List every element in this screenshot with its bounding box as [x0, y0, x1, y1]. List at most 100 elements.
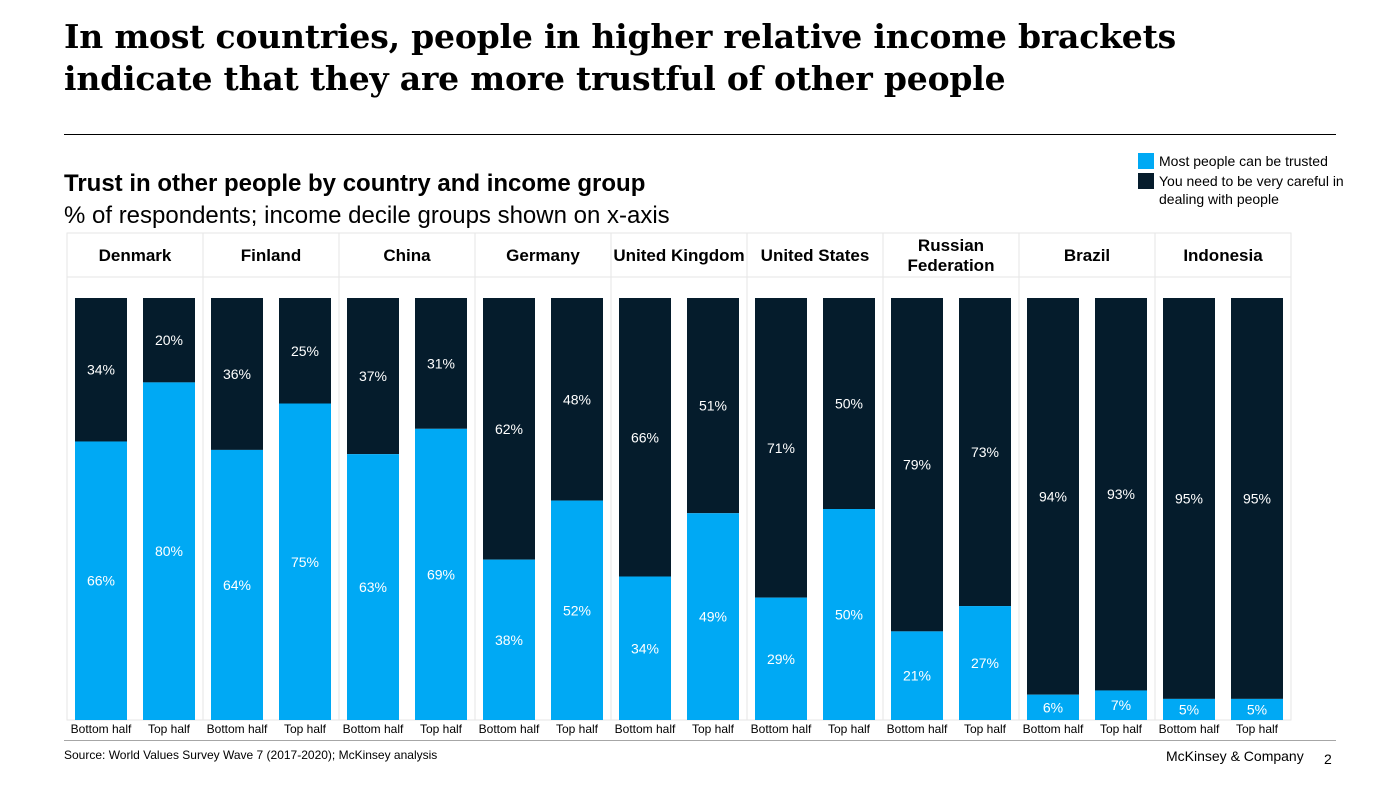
bar-trusted-united-states-top-half [823, 509, 875, 720]
tick-label-indonesia-bottom-half: Bottom half [1159, 722, 1220, 736]
legend: Most people can be trusted You need to b… [1138, 152, 1348, 210]
tick-label-germany-bottom-half: Bottom half [479, 722, 540, 736]
bar-trusted-indonesia-top-half [1231, 698, 1283, 720]
label-trusted-russian-federation-bottom-half: 21% [903, 668, 931, 684]
bar-trusted-germany-top-half [551, 500, 603, 720]
tick-label-indonesia-top-half: Top half [1236, 722, 1279, 736]
tick-label-finland-bottom-half: Bottom half [207, 722, 268, 736]
bar-trusted-china-top-half [415, 428, 467, 720]
bar-careful-germany-bottom-half [483, 298, 535, 560]
label-careful-china-bottom-half: 37% [359, 368, 387, 384]
label-careful-brazil-bottom-half: 94% [1039, 488, 1067, 504]
tick-label-finland-top-half: Top half [284, 722, 327, 736]
bar-trusted-denmark-bottom-half [75, 441, 127, 720]
label-trusted-united-kingdom-bottom-half: 34% [631, 640, 659, 656]
bar-careful-united-states-bottom-half [755, 298, 807, 598]
bar-trusted-russian-federation-top-half [959, 606, 1011, 720]
group-label-germany: Germany [506, 246, 580, 265]
label-careful-finland-bottom-half: 36% [223, 366, 251, 382]
bar-careful-brazil-bottom-half [1027, 298, 1079, 695]
tick-label-china-top-half: Top half [420, 722, 463, 736]
tick-label-germany-top-half: Top half [556, 722, 599, 736]
label-careful-germany-top-half: 48% [563, 391, 591, 407]
page-number: 2 [1324, 751, 1332, 767]
bar-careful-russian-federation-top-half [959, 298, 1011, 607]
label-trusted-brazil-top-half: 7% [1111, 697, 1131, 713]
bar-trusted-russian-federation-bottom-half [891, 631, 943, 720]
label-careful-united-kingdom-top-half: 51% [699, 398, 727, 414]
label-careful-russian-federation-top-half: 73% [971, 444, 999, 460]
group-label-united-kingdom: United Kingdom [613, 246, 744, 265]
bar-careful-denmark-top-half [143, 298, 195, 383]
legend-swatch-trusted [1138, 153, 1154, 169]
label-trusted-germany-bottom-half: 38% [495, 632, 523, 648]
bar-trusted-united-states-bottom-half [755, 597, 807, 720]
label-trusted-united-kingdom-top-half: 49% [699, 609, 727, 625]
label-careful-china-top-half: 31% [427, 355, 455, 371]
bar-careful-united-kingdom-top-half [687, 298, 739, 514]
bar-trusted-finland-top-half [279, 403, 331, 720]
legend-item-careful: You need to be very careful in dealing w… [1138, 172, 1348, 208]
label-trusted-indonesia-top-half: 5% [1247, 701, 1267, 717]
legend-swatch-careful [1138, 173, 1154, 189]
label-trusted-finland-top-half: 75% [291, 554, 319, 570]
tick-label-brazil-bottom-half: Bottom half [1023, 722, 1084, 736]
label-careful-russian-federation-bottom-half: 79% [903, 457, 931, 473]
bar-careful-denmark-bottom-half [75, 298, 127, 442]
group-label-russian-federation-line1: Russian [918, 236, 984, 255]
label-trusted-china-top-half: 69% [427, 566, 455, 582]
bar-careful-china-top-half [415, 298, 467, 429]
tick-label-united-states-top-half: Top half [828, 722, 871, 736]
group-label-brazil: Brazil [1064, 246, 1110, 265]
legend-item-trusted: Most people can be trusted [1138, 152, 1348, 170]
bar-trusted-finland-bottom-half [211, 449, 263, 720]
source-note: Source: World Values Survey Wave 7 (2017… [64, 748, 438, 762]
tick-label-united-states-bottom-half: Bottom half [751, 722, 812, 736]
group-label-china: China [383, 246, 431, 265]
bar-trusted-united-kingdom-bottom-half [619, 576, 671, 720]
bar-trusted-china-bottom-half [347, 454, 399, 720]
tick-label-brazil-top-half: Top half [1100, 722, 1143, 736]
bar-careful-brazil-top-half [1095, 298, 1147, 691]
bar-careful-china-bottom-half [347, 298, 399, 455]
bar-careful-indonesia-top-half [1231, 298, 1283, 699]
headline: In most countries, people in higher rela… [64, 17, 1177, 98]
label-trusted-brazil-bottom-half: 6% [1043, 699, 1063, 715]
label-careful-germany-bottom-half: 62% [495, 421, 523, 437]
label-trusted-denmark-bottom-half: 66% [87, 573, 115, 589]
label-careful-denmark-bottom-half: 34% [87, 362, 115, 378]
tick-label-united-kingdom-bottom-half: Bottom half [615, 722, 676, 736]
bar-careful-finland-bottom-half [211, 298, 263, 450]
bar-careful-indonesia-bottom-half [1163, 298, 1215, 699]
group-label-denmark: Denmark [99, 246, 172, 265]
tick-label-united-kingdom-top-half: Top half [692, 722, 735, 736]
brand-name: McKinsey & Company [1166, 748, 1304, 764]
chart-title: Trust in other people by country and inc… [64, 170, 646, 197]
label-careful-united-kingdom-bottom-half: 66% [631, 429, 659, 445]
title-divider [64, 134, 1336, 135]
tick-label-denmark-top-half: Top half [148, 722, 191, 736]
label-careful-finland-top-half: 25% [291, 343, 319, 359]
tick-label-china-bottom-half: Bottom half [343, 722, 404, 736]
label-trusted-united-states-top-half: 50% [835, 607, 863, 623]
tick-label-russian-federation-top-half: Top half [964, 722, 1007, 736]
tick-label-denmark-bottom-half: Bottom half [71, 722, 132, 736]
label-trusted-indonesia-bottom-half: 5% [1179, 701, 1199, 717]
group-label-united-states: United States [761, 246, 870, 265]
label-trusted-finland-bottom-half: 64% [223, 577, 251, 593]
bar-trusted-indonesia-bottom-half [1163, 698, 1215, 720]
bar-trusted-united-kingdom-top-half [687, 513, 739, 720]
chart-subtitle: % of respondents; income decile groups s… [64, 202, 670, 229]
bar-careful-united-states-top-half [823, 298, 875, 509]
tick-label-russian-federation-bottom-half: Bottom half [887, 722, 948, 736]
label-trusted-united-states-bottom-half: 29% [767, 651, 795, 667]
footer-divider [64, 740, 1336, 741]
bar-trusted-denmark-top-half [143, 382, 195, 720]
group-label-indonesia: Indonesia [1183, 246, 1263, 265]
bar-trusted-brazil-bottom-half [1027, 694, 1079, 720]
label-careful-united-states-top-half: 50% [835, 396, 863, 412]
group-label-finland: Finland [241, 246, 301, 265]
bar-careful-russian-federation-bottom-half [891, 298, 943, 632]
label-careful-denmark-top-half: 20% [155, 332, 183, 348]
